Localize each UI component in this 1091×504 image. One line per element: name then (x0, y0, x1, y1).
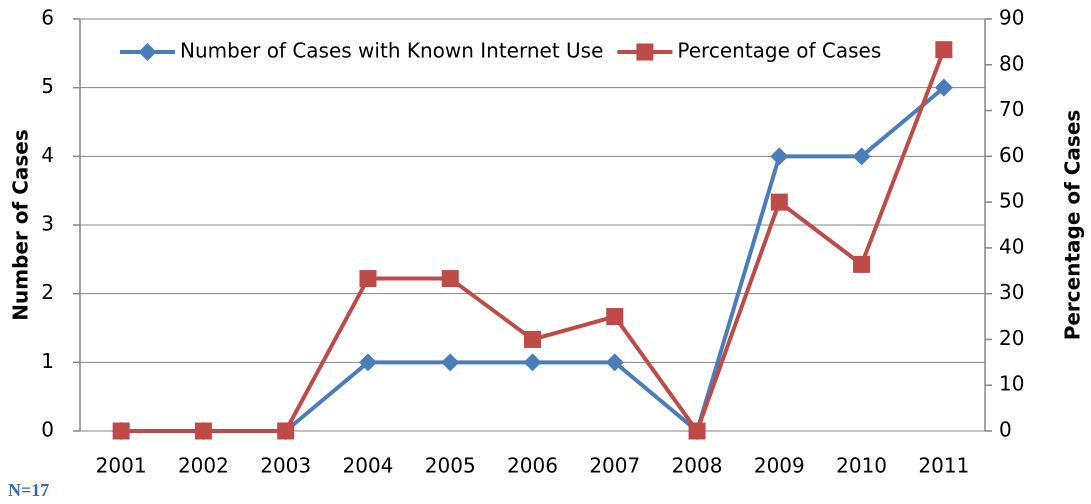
point (359, 270, 377, 288)
point (524, 330, 541, 348)
y-tick-label: 6 (41, 6, 54, 30)
y-tick-label: 5 (41, 74, 54, 98)
x-tick-label: 2010 (836, 454, 887, 478)
y2-tick-label: 50 (999, 189, 1024, 213)
legend-label: Number of Cases with Known Internet Use (180, 39, 603, 63)
y2-axis-title: Percentage of Cases (1061, 110, 1085, 341)
y-tick-label: 0 (41, 418, 54, 442)
y2-tick-label: 30 (999, 280, 1024, 304)
y2-tick-label: 0 (999, 418, 1012, 442)
y-axis-title: Number of Cases (9, 129, 33, 320)
x-tick-label: 2004 (343, 454, 394, 478)
point (358, 353, 377, 372)
point (112, 422, 130, 440)
x-tick-label: 2001 (96, 454, 147, 478)
x-tick-label: 2011 (918, 454, 969, 478)
x-tick-label: 2005 (425, 454, 476, 478)
point (935, 41, 953, 59)
x-tick-label: 2008 (672, 454, 723, 478)
y-tick-label: 1 (41, 349, 54, 373)
y2-tick-label: 60 (999, 143, 1024, 167)
x-tick-label: 2006 (507, 454, 558, 478)
legend-label: Percentage of Cases (677, 39, 881, 63)
y2-tick-label: 20 (999, 326, 1024, 350)
point (605, 353, 624, 372)
y2-tick-label: 40 (999, 234, 1024, 258)
legend-marker (636, 43, 654, 61)
point (853, 255, 871, 273)
y2-tick-label: 90 (999, 6, 1024, 30)
x-tick-label: 2002 (178, 454, 229, 478)
point (688, 422, 706, 440)
point (852, 147, 871, 166)
x-tick-label: 2003 (260, 454, 311, 478)
y-tick-label: 2 (41, 280, 54, 304)
y2-tick-label: 80 (999, 51, 1024, 75)
point (441, 353, 460, 372)
point (194, 422, 212, 440)
point (770, 147, 789, 166)
y2-tick-label: 10 (999, 372, 1024, 396)
point (770, 193, 788, 211)
note: N=17 (8, 480, 49, 500)
y2-tick-label: 70 (999, 97, 1024, 121)
x-tick-label: 2009 (754, 454, 805, 478)
point (606, 308, 624, 326)
legend-marker (138, 43, 157, 61)
y-tick-label: 4 (41, 143, 54, 167)
x-tick-label: 2007 (589, 454, 640, 478)
point (934, 78, 953, 97)
point (523, 353, 542, 372)
point (277, 422, 295, 440)
y-tick-label: 3 (41, 212, 54, 236)
point (441, 270, 459, 288)
